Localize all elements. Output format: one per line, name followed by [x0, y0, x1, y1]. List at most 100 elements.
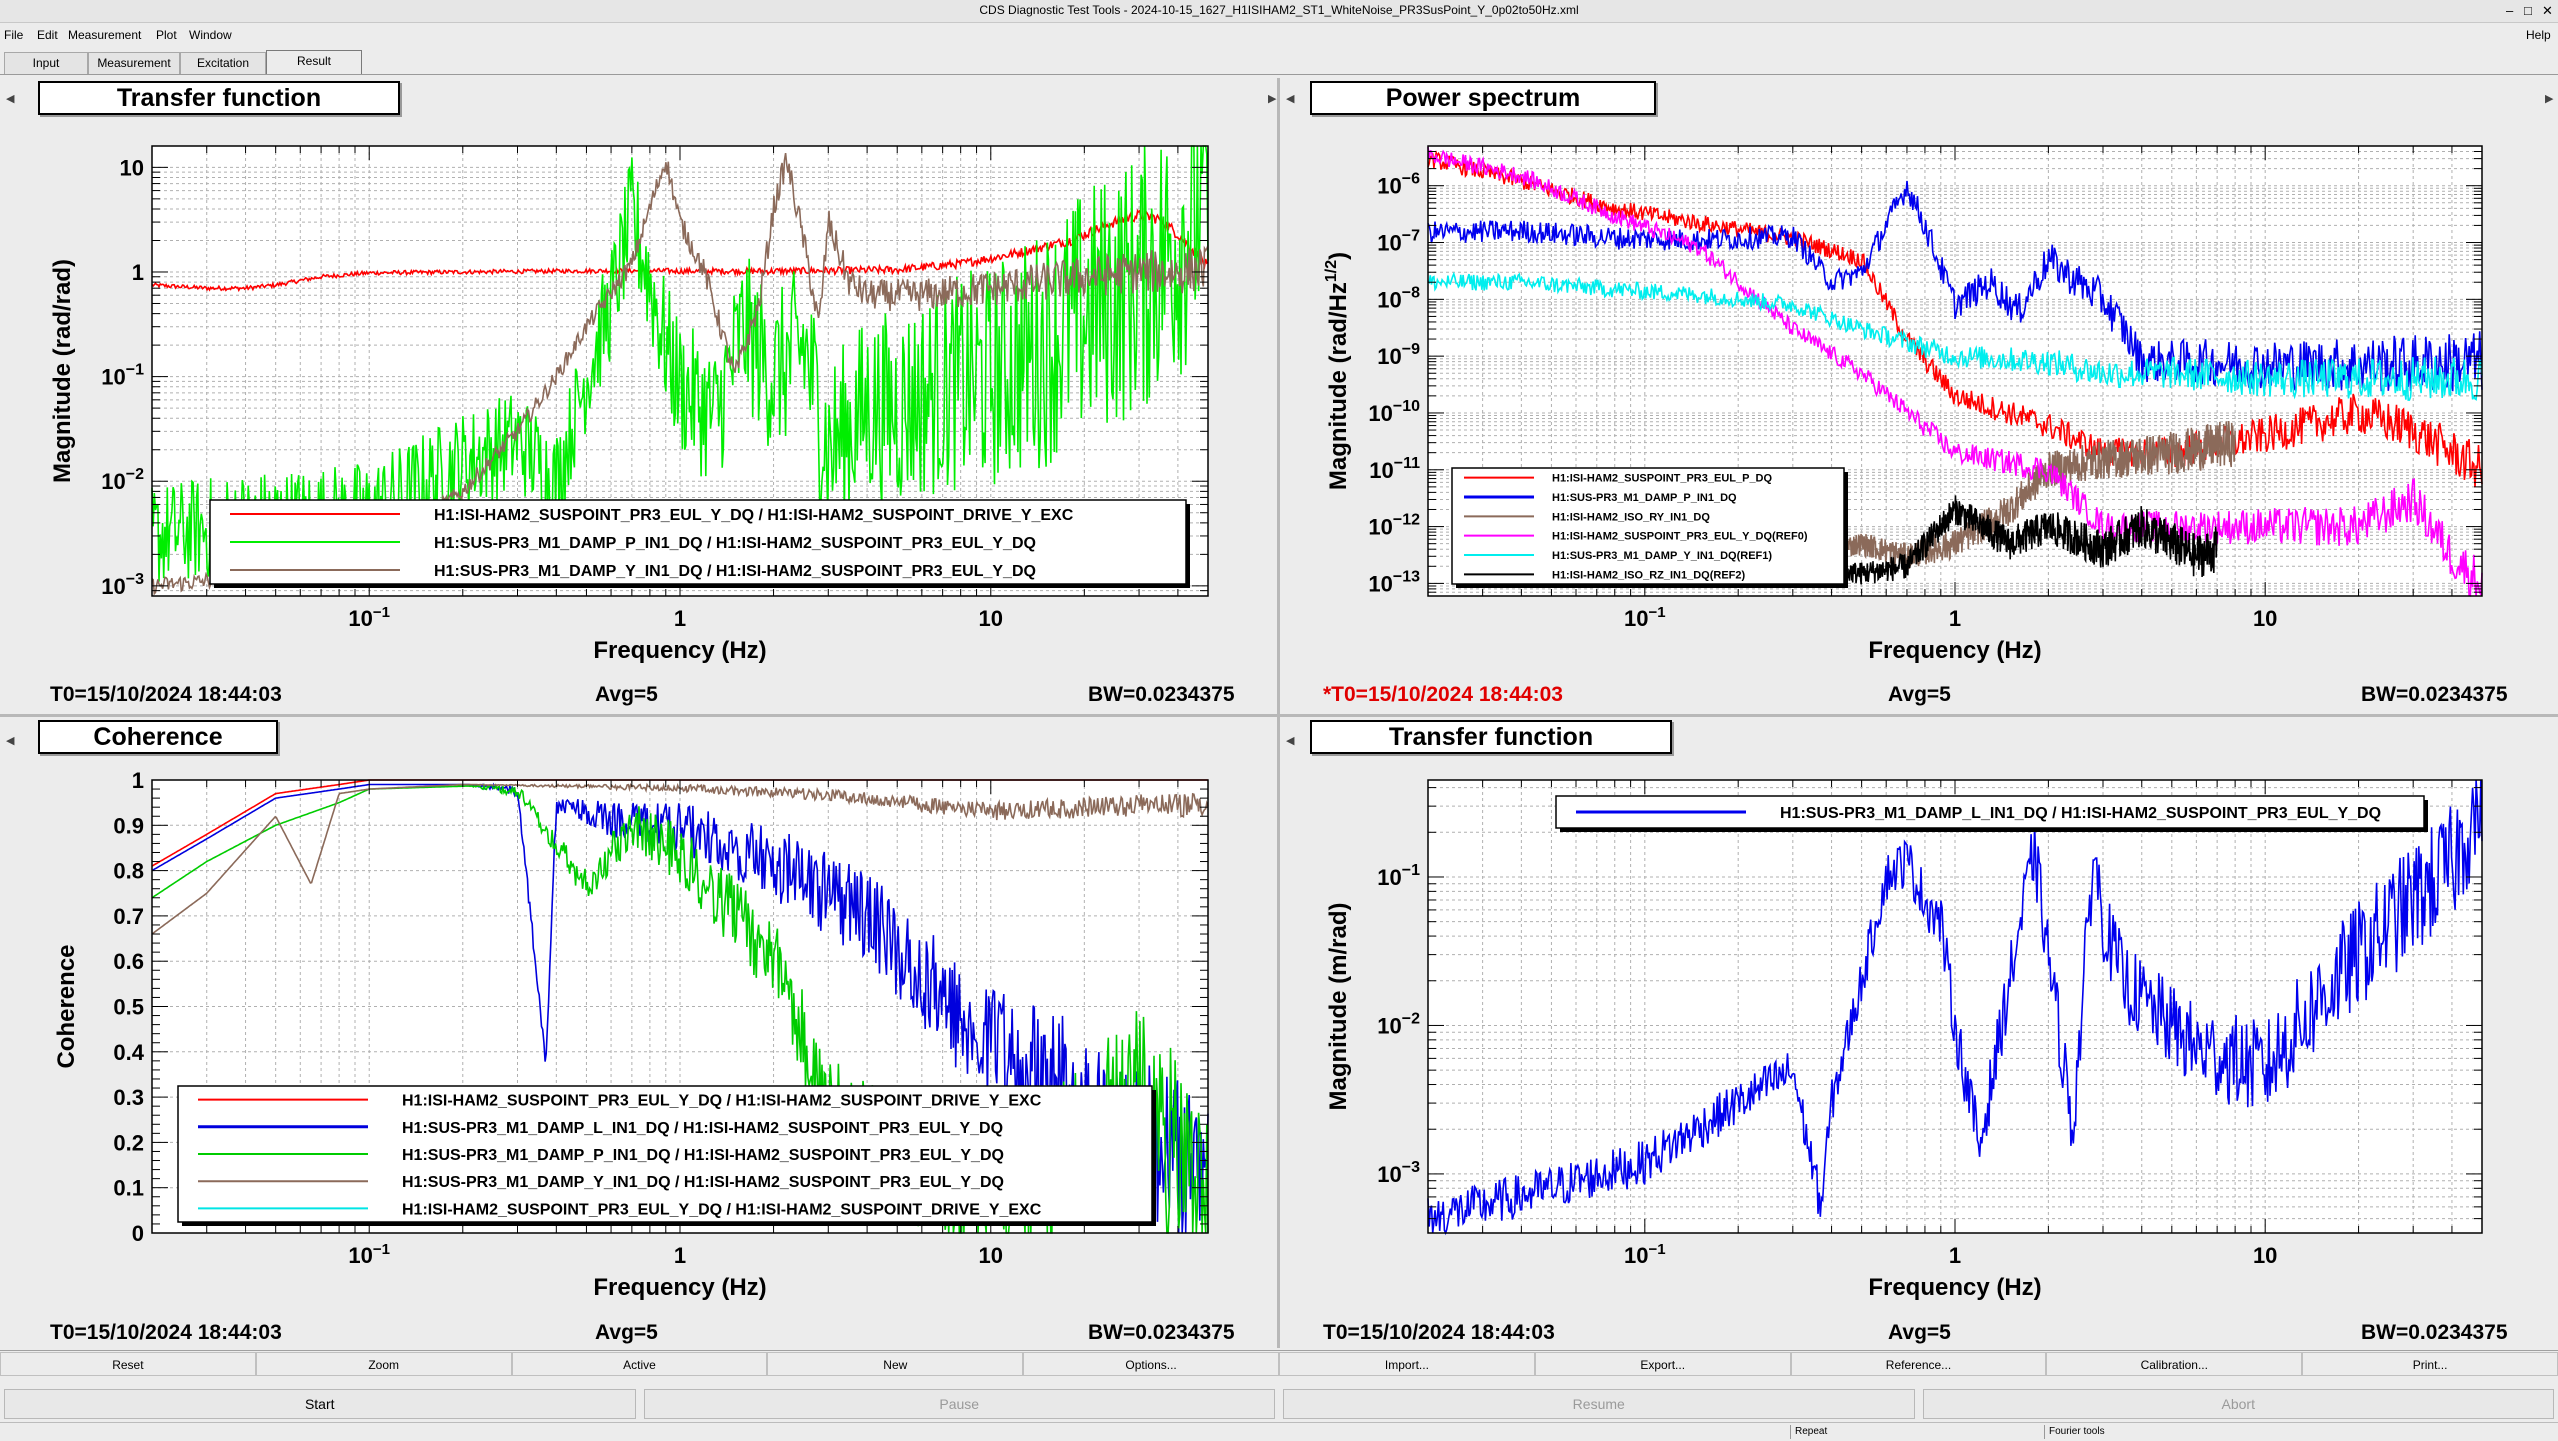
y-tick-label: 10−6	[1377, 171, 1420, 199]
y-tick-exponent: −2	[1402, 1010, 1420, 1027]
y-tick-label: 10−2	[101, 466, 144, 494]
y-tick-exponent: −1	[126, 362, 144, 379]
y-tick-label: 10−1	[1377, 862, 1420, 890]
reset-button[interactable]: Reset	[0, 1352, 256, 1376]
plot-area	[1428, 780, 2482, 1233]
x-tick-label: 1	[674, 606, 686, 631]
y-tick-label: 0.7	[113, 904, 144, 929]
series-line	[1792, 421, 2236, 569]
menu-help[interactable]: Help	[2526, 28, 2551, 42]
y-tick-label: 10−3	[101, 571, 144, 599]
panel-title-transfer-function-2: Transfer function	[1310, 720, 1672, 754]
status-fourier-tools: Fourier tools	[2044, 1425, 2349, 1439]
chart-tr: 10−1 1 1010−1310−1210−1110−1010−910−810−71…	[1323, 145, 2483, 664]
y-tick-exponent: −11	[1394, 455, 1420, 472]
resume-button[interactable]: Resume	[1283, 1389, 1915, 1419]
tab-measurement[interactable]: Measurement	[88, 52, 180, 74]
bw-label: BW=0.0234375	[1088, 1321, 1235, 1344]
tab-input[interactable]: Input	[4, 52, 88, 74]
options-button[interactable]: Options...	[1023, 1352, 1279, 1376]
legend-label: H1:SUS-PR3_M1_DAMP_Y_IN1_DQ / H1:ISI-HAM…	[434, 563, 1036, 580]
zoom-button[interactable]: Zoom	[255, 1352, 512, 1376]
x-tick-label: 10−1	[1624, 1241, 1666, 1268]
status-bar: Repeat Fourier tools	[0, 1422, 2558, 1441]
y-tick-label: 0.6	[113, 949, 144, 974]
y-tick-exponent: −10	[1393, 398, 1420, 415]
t0-label: T0=15/10/2024 18:44:03	[1323, 1321, 1555, 1344]
minimize-icon[interactable]: –	[2506, 3, 2514, 18]
y-tick-exponent: −13	[1393, 568, 1420, 585]
menu-edit[interactable]: Edit	[37, 28, 58, 42]
status-repeat: Repeat	[1790, 1425, 2045, 1439]
x-tick-label: 1	[674, 1243, 686, 1268]
bw-label: BW=0.0234375	[1088, 683, 1235, 706]
y-tick-exponent: −3	[126, 571, 144, 588]
y-tick-label: 10−7	[1377, 228, 1420, 256]
t0-label: T0=15/10/2024 18:44:03	[50, 683, 282, 706]
y-tick-label: 0.2	[113, 1130, 144, 1155]
close-icon[interactable]: ✕	[2542, 3, 2553, 18]
scroll-right-icon[interactable]: ▶	[2545, 93, 2554, 105]
legend-label: H1:SUS-PR3_M1_DAMP_L_IN1_DQ / H1:ISI-HAM…	[1780, 805, 2381, 822]
ticks	[151, 146, 1209, 597]
avg-label: Avg=5	[1888, 1321, 1951, 1344]
legend-label: H1:SUS-PR3_M1_DAMP_P_IN1_DQ / H1:ISI-HAM…	[434, 535, 1036, 552]
y-tick-label: 10−2	[1377, 1010, 1420, 1038]
y-tick-exponent: −2	[126, 466, 144, 483]
panel-title-power-spectrum: Power spectrum	[1310, 81, 1656, 115]
x-axis-label: Frequency (Hz)	[1868, 637, 2041, 664]
x-tick-exponent: −1	[373, 604, 390, 621]
x-tick-label: 10	[2253, 1243, 2277, 1268]
window-title: CDS Diagnostic Test Tools - 2024-10-15_1…	[979, 3, 1579, 17]
series-line	[1427, 146, 2483, 598]
menu-window[interactable]: Window	[189, 28, 232, 42]
y-tick-label: 10	[120, 155, 144, 180]
maximize-icon[interactable]: □	[2524, 3, 2532, 18]
pad-divider-horizontal[interactable]	[0, 714, 2558, 717]
tab-bar: Input Measurement Excitation Result	[0, 48, 2558, 75]
abort-button[interactable]: Abort	[1922, 1389, 2554, 1419]
scroll-left-icon[interactable]: ◀	[6, 735, 15, 747]
tab-result[interactable]: Result	[266, 50, 362, 74]
x-tick-label: 1	[1949, 1243, 1961, 1268]
avg-label: Avg=5	[595, 1321, 658, 1344]
ticks	[1427, 145, 2483, 597]
y-axis-label-close: )	[1325, 252, 1352, 260]
y-tick-label: 10−13	[1368, 568, 1420, 596]
y-tick-label: 10−9	[1377, 341, 1420, 369]
series-line	[1792, 495, 2218, 585]
import-button[interactable]: Import...	[1279, 1352, 1535, 1376]
export-button[interactable]: Export...	[1534, 1352, 1791, 1376]
x-tick-label: 10	[979, 606, 1003, 631]
pad-divider-vertical[interactable]	[1277, 78, 1280, 1348]
x-tick-label: 10−1	[1624, 604, 1666, 631]
legend-label: H1:ISI-HAM2_SUSPOINT_PR3_EUL_Y_DQ / H1:I…	[434, 507, 1074, 524]
y-tick-label: 10−12	[1368, 512, 1420, 540]
legend-label: H1:ISI-HAM2_ISO_RZ_IN1_DQ(REF2)	[1552, 569, 1745, 581]
scroll-left-icon[interactable]: ◀	[6, 93, 15, 105]
menu-file[interactable]: File	[4, 28, 24, 42]
scroll-left-icon[interactable]: ◀	[1286, 93, 1295, 105]
menu-plot[interactable]: Plot	[156, 28, 177, 42]
scroll-right-icon[interactable]: ▶	[1268, 93, 1277, 105]
x-tick-label: 1	[1949, 606, 1961, 631]
y-tick-label: 10−3	[1377, 1159, 1420, 1187]
x-tick-exponent: −1	[373, 1241, 390, 1258]
legend-label: H1:SUS-PR3_M1_DAMP_L_IN1_DQ / H1:ISI-HAM…	[402, 1120, 1003, 1137]
tab-excitation[interactable]: Excitation	[180, 52, 266, 74]
reference-button[interactable]: Reference...	[1790, 1352, 2047, 1376]
scroll-left-icon[interactable]: ◀	[1286, 735, 1295, 747]
pause-button[interactable]: Pause	[643, 1389, 1275, 1419]
series-line	[1427, 180, 2483, 393]
series-line	[151, 782, 1209, 1234]
active-button[interactable]: Active	[511, 1352, 768, 1376]
y-tick-label: 0.4	[113, 1040, 144, 1065]
menu-measurement[interactable]: Measurement	[68, 28, 142, 42]
legend-box	[1451, 467, 1845, 585]
calibration-button[interactable]: Calibration...	[2046, 1352, 2303, 1376]
print-button[interactable]: Print...	[2302, 1352, 2558, 1376]
new-button[interactable]: New	[767, 1352, 1024, 1376]
y-tick-exponent: −1	[1402, 862, 1420, 879]
start-button[interactable]: Start	[4, 1389, 636, 1419]
